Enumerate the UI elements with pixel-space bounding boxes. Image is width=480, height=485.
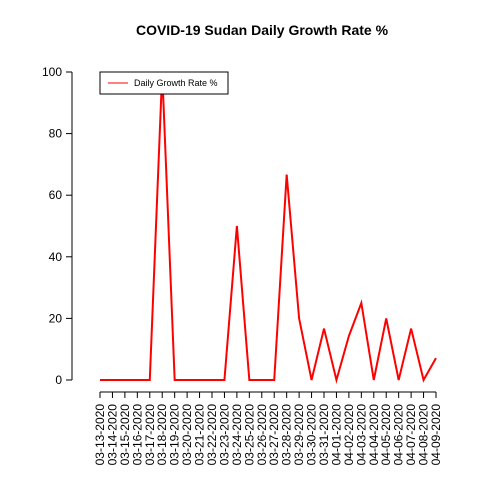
legend: Daily Growth Rate % [100, 72, 228, 94]
y-tick-label: 60 [49, 188, 63, 202]
series-line [100, 72, 436, 380]
y-tick-label: 100 [42, 65, 62, 79]
y-tick-label: 40 [49, 250, 63, 264]
x-axis: 03-13-202003-14-202003-15-202003-16-2020… [93, 392, 443, 465]
series-layer [100, 72, 436, 380]
x-tick-label: 04-09-2020 [429, 404, 443, 466]
y-axis: 0 20 40 60 80 100 [42, 65, 72, 387]
y-tick-label: 80 [49, 127, 63, 141]
y-tick-label: 20 [49, 311, 63, 325]
legend-label: Daily Growth Rate % [134, 78, 218, 88]
chart-title: COVID-19 Sudan Daily Growth Rate % [136, 22, 389, 38]
y-tick-label: 0 [55, 373, 62, 387]
